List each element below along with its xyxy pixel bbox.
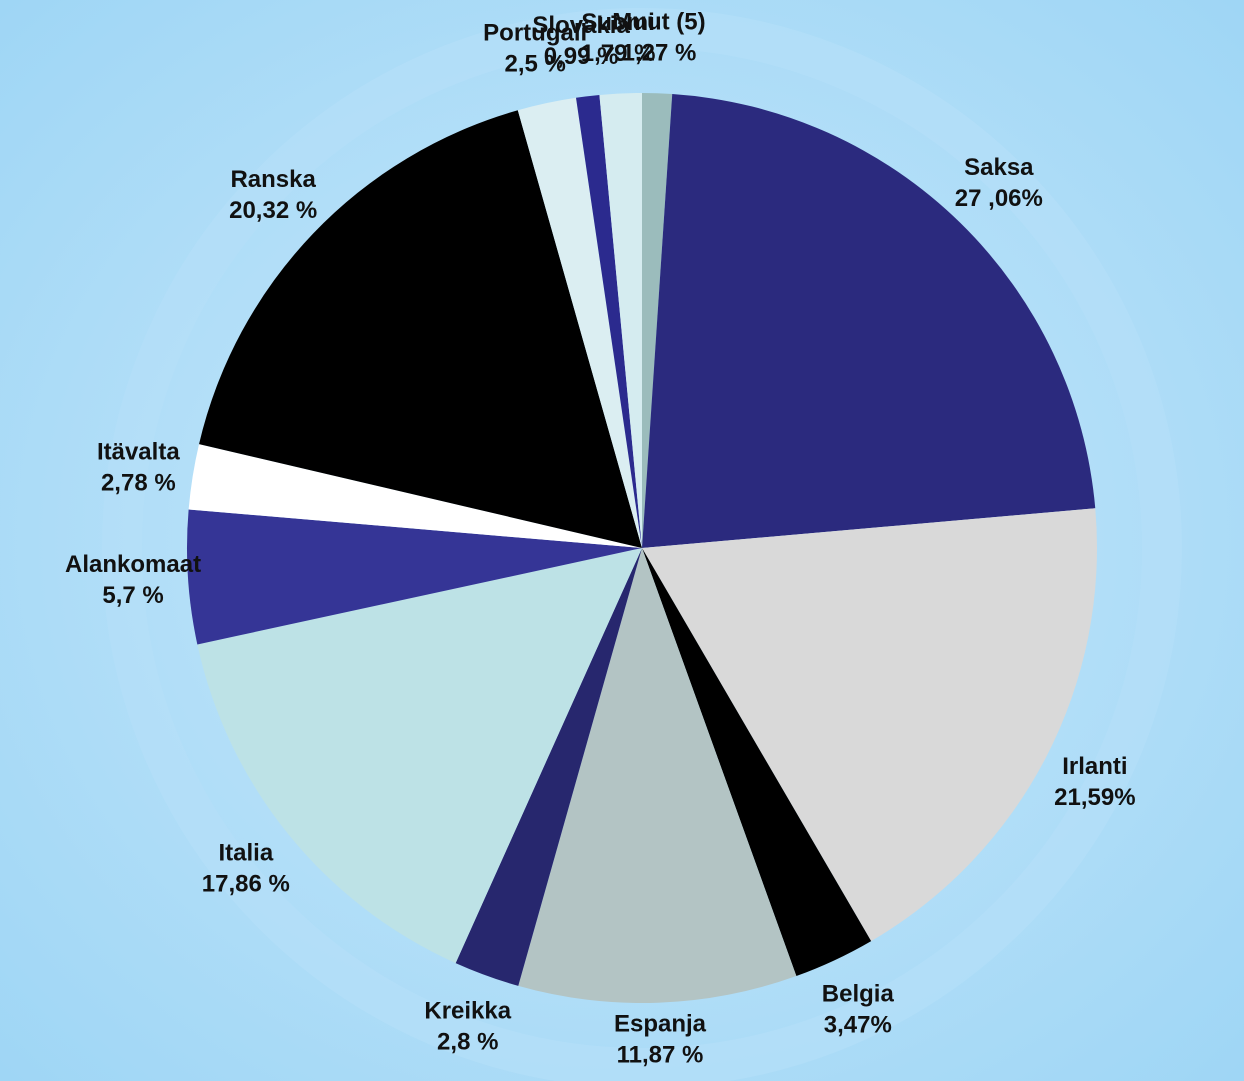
slice-value-label: 3,47% [824, 1011, 892, 1038]
slice [188, 444, 642, 548]
slice-value-label: 5,7 % [102, 582, 163, 609]
slice [187, 509, 643, 645]
slice-label: Ranska [230, 166, 316, 193]
slice [199, 110, 642, 549]
slice-value-label: 2,8 % [437, 1029, 498, 1056]
slice [642, 548, 872, 977]
slice-label: Kreikka [424, 998, 511, 1025]
slice-value-label: 0,99 % [544, 43, 619, 70]
slice [599, 93, 642, 548]
slice-label: Saksa [964, 154, 1034, 181]
slice [642, 94, 1096, 548]
pie [187, 93, 1098, 1003]
slice-value-label: 1,79 % [581, 40, 656, 67]
slice-value-label: 20,32 % [229, 197, 317, 224]
slice [197, 548, 642, 964]
slice-value-label: 17,86 % [202, 871, 290, 898]
slice-value-label: 1,27 % [622, 40, 697, 67]
slice-value-label: 11,87 % [617, 1041, 704, 1068]
slice-value-label: 21,59% [1054, 784, 1135, 811]
slice-label: Alankomaat [65, 551, 201, 578]
slice [642, 508, 1098, 942]
slice-value-label: 2,78 % [101, 469, 176, 496]
slice [576, 94, 642, 548]
slice [642, 93, 673, 548]
labels: Muut (5) 1,27 % Saksa 27 ,06% Irlanti 21,59% B… [65, 9, 1136, 1069]
slice-label: Itävalta [97, 438, 180, 465]
slice-label: Irlanti [1062, 753, 1127, 780]
slice-label: Espanja [614, 1010, 707, 1037]
slice-value-label: 27 ,06% [955, 185, 1043, 212]
slice-label: Belgia [822, 980, 895, 1007]
slice [455, 548, 642, 986]
slice-label: Slovakia [532, 12, 630, 39]
slice [517, 97, 642, 548]
slice-label: Muut (5) [612, 9, 705, 36]
slice-label: Suomi [581, 9, 654, 36]
decor-ring [102, 8, 1182, 1081]
slice-value-label: 2,5 % [504, 51, 565, 78]
slice [518, 548, 797, 1003]
slice-label: Italia [218, 840, 273, 867]
slice-label: Portugali [483, 20, 587, 47]
